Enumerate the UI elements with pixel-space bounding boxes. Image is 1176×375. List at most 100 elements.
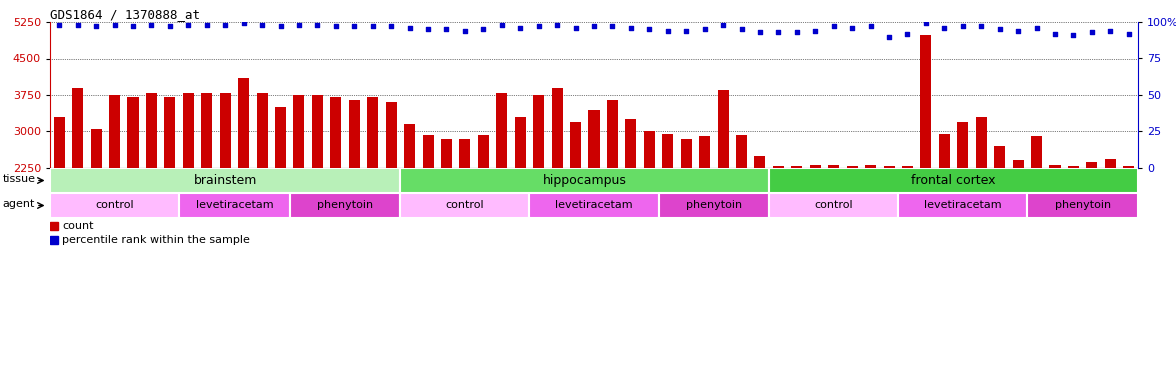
Bar (165, 98, 175, 278)
Point (234, 21, 253, 27)
Point (733, 26, 751, 32)
Bar (1028, 193, 1138, 218)
Point (142, 22, 161, 28)
Bar (1049, 165, 1061, 278)
Point (750, 29, 769, 35)
Bar (422, 135, 434, 278)
Bar (643, 132, 655, 278)
Point (272, 23, 290, 29)
Point (898, 31, 917, 37)
Text: tissue: tissue (2, 174, 35, 184)
Point (510, 25, 529, 31)
Bar (533, 95, 544, 278)
Point (68, 22, 87, 28)
Bar (201, 93, 213, 278)
Bar (769, 168, 1138, 193)
Bar (349, 100, 360, 278)
Bar (552, 88, 562, 278)
Bar (51, 236, 58, 244)
Text: control: control (446, 201, 485, 210)
Bar (755, 156, 766, 278)
Point (345, 23, 363, 29)
Bar (699, 136, 710, 278)
Bar (179, 193, 289, 218)
Bar (182, 93, 194, 278)
Bar (72, 88, 83, 278)
Point (160, 23, 179, 29)
Bar (289, 193, 400, 218)
Bar (773, 166, 784, 278)
Text: brainstem: brainstem (194, 174, 256, 187)
Bar (681, 139, 691, 278)
Bar (256, 93, 268, 278)
Point (419, 26, 437, 32)
Point (1082, 29, 1101, 35)
Bar (515, 117, 526, 278)
Point (87, 23, 106, 29)
Bar (529, 193, 659, 218)
Point (363, 23, 382, 29)
Bar (902, 166, 913, 278)
Bar (275, 107, 286, 278)
Bar (607, 100, 617, 278)
Point (400, 25, 419, 31)
Point (215, 22, 234, 28)
Point (1045, 31, 1064, 37)
Bar (791, 166, 802, 278)
Bar (828, 165, 840, 278)
Text: levetiracetam: levetiracetam (555, 201, 633, 210)
Point (659, 28, 677, 34)
Point (198, 22, 216, 28)
Point (935, 25, 954, 31)
Bar (898, 193, 1028, 218)
Text: phenytoin: phenytoin (1055, 201, 1111, 210)
Bar (367, 98, 379, 278)
Text: levetiracetam: levetiracetam (195, 201, 273, 210)
Bar (1123, 166, 1135, 278)
Bar (400, 193, 529, 218)
Point (861, 23, 880, 29)
Point (474, 26, 493, 32)
Point (1009, 28, 1028, 34)
Bar (238, 78, 249, 278)
Bar (938, 134, 950, 278)
Point (677, 28, 696, 34)
Point (824, 23, 843, 29)
Text: agent: agent (2, 199, 35, 209)
Bar (386, 102, 396, 278)
Point (954, 23, 973, 29)
Bar (1031, 136, 1042, 278)
Text: phenytoin: phenytoin (686, 201, 742, 210)
Point (843, 25, 862, 31)
Point (916, 21, 935, 27)
Bar (1013, 160, 1023, 278)
Text: hippocampus: hippocampus (543, 174, 627, 187)
Bar (127, 98, 139, 278)
Point (455, 28, 474, 34)
Text: percentile rank within the sample: percentile rank within the sample (62, 235, 250, 245)
Point (327, 23, 346, 29)
Point (1101, 28, 1120, 34)
Bar (51, 222, 58, 230)
Text: frontal cortex: frontal cortex (911, 174, 996, 187)
Bar (146, 93, 156, 278)
Point (1120, 31, 1138, 37)
Bar (400, 168, 769, 193)
Bar (736, 135, 747, 278)
Point (769, 29, 788, 35)
Point (990, 26, 1009, 32)
Bar (1104, 159, 1116, 278)
Bar (1087, 162, 1097, 278)
Bar (294, 95, 305, 278)
Point (493, 22, 512, 28)
Point (105, 22, 123, 28)
Point (621, 25, 640, 31)
Bar (1068, 166, 1080, 278)
Point (788, 29, 807, 35)
Bar (51, 168, 400, 193)
Bar (883, 166, 895, 278)
Point (308, 22, 327, 28)
Bar (659, 193, 769, 218)
Point (566, 25, 584, 31)
Bar (51, 193, 179, 218)
